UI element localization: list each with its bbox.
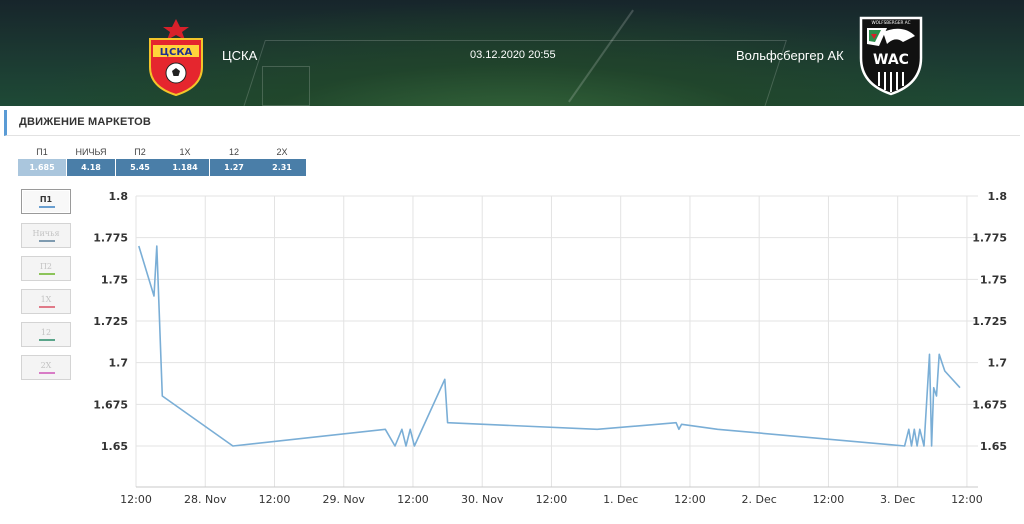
x-tick-label: 12:00: [674, 493, 706, 506]
series-toggle-label: 12: [40, 328, 52, 337]
series-swatch: [39, 240, 55, 242]
home-team-logo[interactable]: ЦСКА: [147, 17, 205, 97]
odd-label: 1X: [179, 147, 191, 157]
series-toggle-label: П1: [39, 195, 53, 204]
series-toggle-label: П2: [39, 262, 53, 271]
series-swatch: [39, 273, 55, 275]
odd-12[interactable]: 12 1.27: [210, 146, 258, 176]
series-toggle-draw[interactable]: Ничья: [21, 223, 71, 248]
odd-label: П1: [36, 147, 48, 157]
series-toggle-label: 1X: [40, 295, 52, 304]
odd-2x[interactable]: 2X 2.31: [258, 146, 306, 176]
x-tick-label: 12:00: [259, 493, 291, 506]
series-toggle-2x[interactable]: 2X: [21, 355, 71, 380]
series-toggle-12[interactable]: 12: [21, 322, 71, 347]
match-header: ЦСКА ЦСКА 03.12.2020 20:55 Вольфсбергер …: [0, 0, 1024, 106]
section-header: ДВИЖЕНИЕ МАРКЕТОВ: [4, 110, 1020, 136]
x-tick-label: 28. Nov: [184, 493, 227, 506]
series-swatch: [39, 372, 55, 374]
star-icon: [163, 19, 189, 40]
series-line-p1[interactable]: [138, 245, 961, 447]
pitch-goal-marking: [262, 66, 310, 106]
series-swatch: [39, 206, 55, 208]
wolf-icon: [883, 28, 915, 44]
series-toggle-p1[interactable]: П1: [21, 189, 71, 214]
y-tick-label-left: 1.8: [109, 190, 129, 203]
odd-value: 1.685: [18, 159, 66, 176]
x-tick-label: 29. Nov: [322, 493, 365, 506]
series-swatch: [39, 339, 55, 341]
odd-draw[interactable]: НИЧЬЯ 4.18: [67, 146, 115, 176]
odd-value: 5.45: [116, 159, 164, 176]
x-tick-label: 12:00: [536, 493, 568, 506]
section-title: ДВИЖЕНИЕ МАРКЕТОВ: [19, 116, 152, 128]
y-tick-label-right: 1.775: [972, 232, 1007, 245]
odd-label: НИЧЬЯ: [75, 147, 107, 157]
x-tick-label: 1. Dec: [603, 493, 638, 506]
y-tick-label-left: 1.775: [93, 232, 128, 245]
odd-p1[interactable]: П1 1.685: [18, 146, 66, 176]
home-team-name[interactable]: ЦСКА: [222, 48, 258, 63]
series-toggle-label: Ничья: [32, 229, 60, 238]
x-tick-label: 30. Nov: [461, 493, 504, 506]
y-tick-label-right: 1.8: [988, 190, 1008, 203]
y-tick-label-right: 1.725: [972, 315, 1007, 328]
x-tick-label: 2. Dec: [742, 493, 777, 506]
odd-label: П2: [134, 147, 146, 157]
odd-value: 1.184: [161, 159, 209, 176]
odd-value: 1.27: [210, 159, 258, 176]
x-tick-label: 12:00: [951, 493, 983, 506]
svg-text:WAC: WAC: [873, 52, 909, 68]
away-team-name[interactable]: Вольфсбергер АК: [736, 48, 844, 63]
odd-value: 2.31: [258, 159, 306, 176]
series-toggle-label: 2X: [40, 361, 52, 370]
y-tick-label-left: 1.75: [101, 273, 128, 286]
series-swatch: [39, 306, 55, 308]
series-toggle-1x[interactable]: 1X: [21, 289, 71, 314]
y-tick-label-right: 1.7: [988, 357, 1008, 370]
y-tick-label-right: 1.75: [980, 273, 1007, 286]
x-tick-label: 12:00: [397, 493, 429, 506]
match-datetime: 03.12.2020 20:55: [470, 49, 556, 61]
odd-1x[interactable]: 1X 1.184: [161, 146, 209, 176]
odd-label: 2X: [276, 147, 288, 157]
y-tick-label-right: 1.675: [972, 398, 1007, 411]
chart-grid: [135, 195, 978, 488]
odd-value: 4.18: [67, 159, 115, 176]
odd-label: 12: [228, 147, 239, 157]
x-tick-label: 12:00: [813, 493, 845, 506]
x-tick-label: 3. Dec: [880, 493, 915, 506]
y-tick-label-left: 1.675: [93, 398, 128, 411]
odd-p2[interactable]: П2 5.45: [116, 146, 164, 176]
y-tick-label-left: 1.65: [101, 440, 128, 453]
svg-text:ЦСКА: ЦСКА: [160, 47, 193, 58]
x-tick-label: 12:00: [120, 493, 152, 506]
y-tick-label-left: 1.7: [109, 357, 129, 370]
y-tick-label-left: 1.725: [93, 315, 128, 328]
away-team-logo[interactable]: WOLFSBERGER AC WAC: [853, 14, 929, 96]
series-toggle-p2[interactable]: П2: [21, 256, 71, 281]
y-tick-label-right: 1.65: [980, 440, 1007, 453]
svg-text:WOLFSBERGER AC: WOLFSBERGER AC: [871, 20, 910, 25]
chart-ticks: 1.8 1.8 1.775 1.775 1.75 1.75 1.725 1.725 1.7 1.7…: [93, 190, 1007, 506]
